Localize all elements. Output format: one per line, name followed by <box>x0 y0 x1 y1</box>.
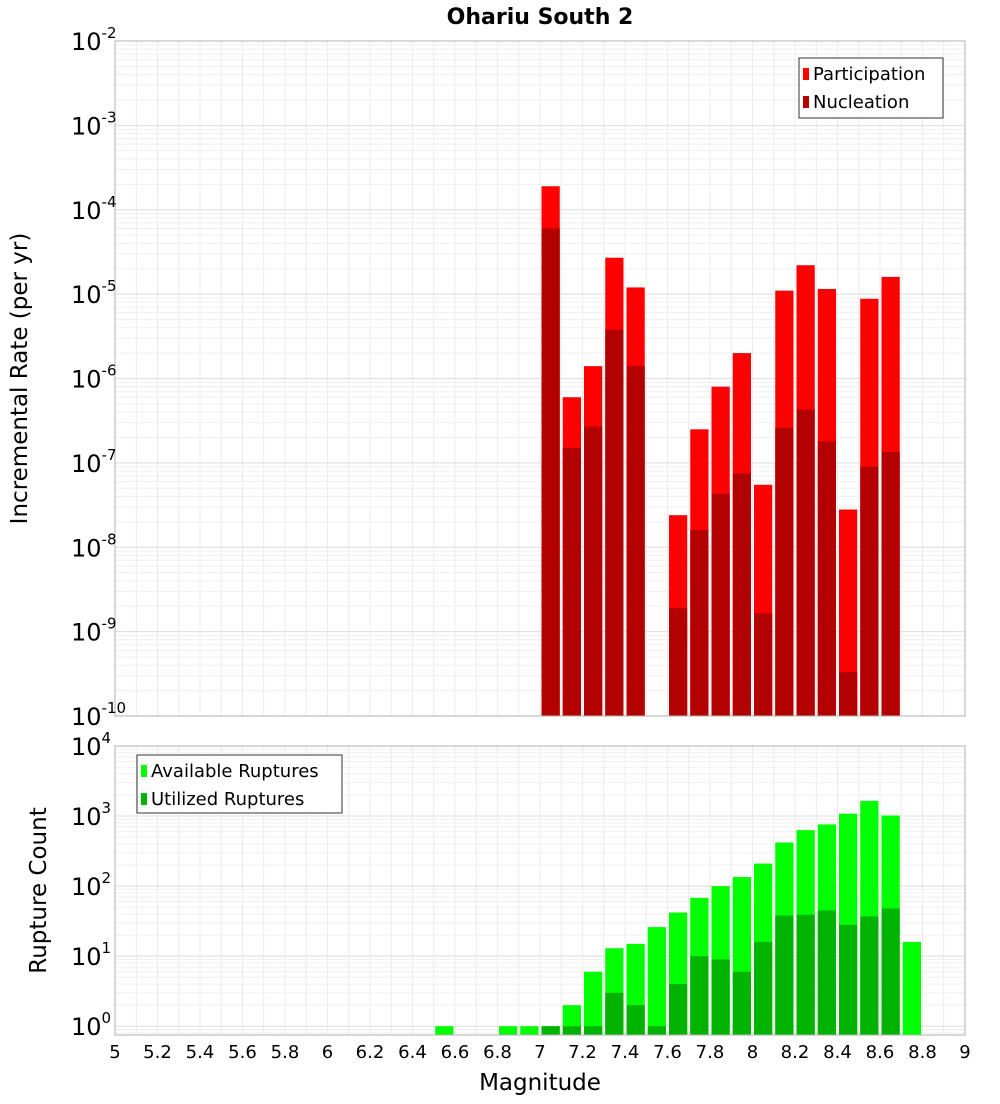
bar-nucleation <box>754 613 773 716</box>
x-tick-label: 6.6 <box>441 1042 470 1063</box>
bar-nucleation <box>796 409 815 716</box>
bar-utilized-ruptures <box>817 910 836 1035</box>
bar-utilized-ruptures <box>541 1026 560 1035</box>
bar-available-ruptures <box>584 971 603 1035</box>
chart-panel-2: 104 103 102 101 100 Rupture Count 5 5.2 5.4 5.6 5.… <box>26 729 971 1096</box>
x-tick-label: 5.6 <box>228 1042 257 1063</box>
legend-label: Participation <box>813 64 925 85</box>
x-tick-label: 7.4 <box>611 1042 640 1063</box>
legend: Participation Nucleation <box>798 57 944 119</box>
bar-nucleation <box>711 493 730 716</box>
y-tick-label: 102 <box>71 869 111 901</box>
bar-nucleation <box>881 451 900 716</box>
plot-border <box>114 40 966 717</box>
bar-participation <box>839 509 858 716</box>
x-tick-label: 6.8 <box>483 1042 512 1063</box>
x-tick-label: 8.2 <box>781 1042 810 1063</box>
bar-nucleation <box>669 608 688 716</box>
x-tick-label: 5 <box>109 1042 120 1063</box>
bar-utilized-ruptures <box>796 914 815 1035</box>
bar-utilized-ruptures <box>754 941 773 1035</box>
plot-border <box>114 745 966 1036</box>
bar-utilized-ruptures <box>732 971 751 1035</box>
x-tick-label: 7.6 <box>653 1042 682 1063</box>
bar-available-ruptures <box>902 941 921 1035</box>
y-tick-label: 103 <box>71 799 111 831</box>
chart-title: Ohariu South 2 <box>447 5 634 30</box>
legend-label: Available Ruptures <box>151 761 319 782</box>
x-tick-label: 6 <box>322 1042 333 1063</box>
bar-utilized-ruptures <box>605 992 624 1035</box>
x-tick-label: 6.4 <box>398 1042 427 1063</box>
legend-label: Nucleation <box>813 92 909 113</box>
bar-available-ruptures <box>520 1026 539 1035</box>
bar-nucleation <box>732 473 751 716</box>
bar-nucleation <box>605 329 624 716</box>
bar-utilized-ruptures <box>584 1026 603 1035</box>
x-tick-label: 7 <box>534 1042 545 1063</box>
x-tick-label: 7.2 <box>568 1042 597 1063</box>
x-tick-label: 8.8 <box>908 1042 937 1063</box>
y-tick-label: 100 <box>71 1009 111 1041</box>
legend-box <box>136 754 343 814</box>
y-tick-label: 10-10 <box>71 699 126 731</box>
legend: Available Ruptures Utilized Ruptures <box>136 754 343 814</box>
x-tick-label: 6.2 <box>356 1042 385 1063</box>
x-tick-label: 8.4 <box>823 1042 852 1063</box>
x-tick-label: 5.4 <box>186 1042 215 1063</box>
y-tick-label: 10-9 <box>71 615 117 647</box>
bar-utilized-ruptures <box>647 1026 666 1035</box>
bar-nucleation <box>562 448 581 716</box>
bar-nucleation <box>775 427 794 716</box>
x-tick-label: 9 <box>959 1042 970 1063</box>
y-tick-label: 10-6 <box>71 362 117 394</box>
legend-swatch <box>803 68 809 80</box>
bar-available-ruptures <box>435 1026 454 1035</box>
x-tick-label: 7.8 <box>696 1042 725 1063</box>
legend-label: Utilized Ruptures <box>151 789 304 810</box>
y-axis-label: Rupture Count <box>26 807 52 973</box>
x-tick-label: 8.6 <box>866 1042 895 1063</box>
legend-box <box>798 57 944 119</box>
x-tick-label: 5.8 <box>271 1042 300 1063</box>
bar-utilized-ruptures <box>669 984 688 1035</box>
bar-utilized-ruptures <box>881 908 900 1035</box>
chart-panel-1: 10-2 10-3 10-4 10-5 10-6 10-7 10-8 10-9 10-10 Inc… <box>7 5 966 731</box>
bar-utilized-ruptures <box>775 915 794 1035</box>
y-tick-label: 10-8 <box>71 530 117 562</box>
y-tick-label: 104 <box>71 729 111 761</box>
bar-utilized-ruptures <box>626 1005 645 1035</box>
bar-nucleation <box>860 466 879 716</box>
bar-nucleation <box>690 530 709 716</box>
bar-utilized-ruptures <box>839 924 858 1035</box>
bar-available-ruptures <box>499 1026 518 1035</box>
y-tick-label: 10-4 <box>71 193 117 225</box>
legend-swatch <box>141 765 147 777</box>
bar-utilized-ruptures <box>711 959 730 1035</box>
x-tick-label: 8 <box>747 1042 758 1063</box>
bar-utilized-ruptures <box>562 1026 581 1035</box>
bar-utilized-ruptures <box>690 956 709 1035</box>
bar-available-ruptures <box>647 927 666 1035</box>
bar-nucleation <box>541 228 560 716</box>
legend-swatch <box>141 793 147 805</box>
y-axis-label: Incremental Rate (per yr) <box>7 233 33 525</box>
y-tick-label: 10-3 <box>71 108 117 140</box>
x-tick-label: 5.2 <box>143 1042 172 1063</box>
bar-utilized-ruptures <box>860 916 879 1035</box>
x-axis-label: Magnitude <box>479 1070 601 1096</box>
bar-nucleation <box>817 441 836 716</box>
bar-nucleation <box>584 426 603 716</box>
y-tick-label: 101 <box>71 939 111 971</box>
bar-nucleation <box>839 672 858 716</box>
y-tick-label: 10-5 <box>71 277 117 309</box>
bar-nucleation <box>626 366 645 716</box>
y-tick-label: 10-7 <box>71 446 117 478</box>
y-tick-label: 10-2 <box>71 24 117 56</box>
legend-swatch <box>803 96 809 108</box>
